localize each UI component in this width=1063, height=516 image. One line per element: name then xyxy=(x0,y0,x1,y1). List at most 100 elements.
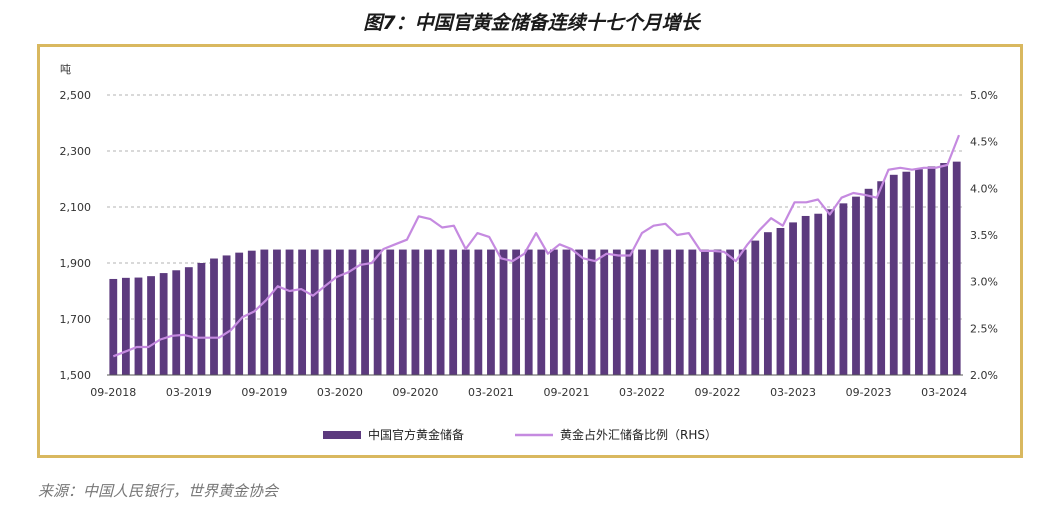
bar xyxy=(726,249,735,375)
bar xyxy=(449,249,458,375)
bar xyxy=(323,249,332,375)
bar xyxy=(235,252,244,375)
x-tick-label: 03-2021 xyxy=(468,386,514,399)
y-axis-unit-label: 吨 xyxy=(60,63,71,76)
y-right-tick-label: 4.5% xyxy=(970,136,998,149)
x-tick-label: 03-2023 xyxy=(770,386,816,399)
y-left-tick-label: 2,100 xyxy=(60,201,92,214)
bar xyxy=(197,263,206,375)
bar xyxy=(650,249,659,375)
bar xyxy=(273,249,281,375)
bar xyxy=(738,249,747,375)
bar xyxy=(260,249,269,375)
bar xyxy=(184,267,193,375)
bar xyxy=(751,240,760,375)
line-series xyxy=(112,134,961,358)
y-left-tick-label: 1,700 xyxy=(60,313,92,326)
axes: 吨 2,500 2,300 2,100 1,900 1,700 1,500 5.0% 4.5% 4… xyxy=(60,63,998,399)
bar xyxy=(461,249,470,375)
bar xyxy=(411,249,420,375)
bar xyxy=(927,166,936,375)
bar xyxy=(121,277,130,375)
x-tick-label: 09-2022 xyxy=(695,386,741,399)
bar xyxy=(474,249,483,375)
bar xyxy=(864,188,873,375)
y-right-tick-label: 3.0% xyxy=(970,276,998,289)
bar xyxy=(361,249,369,375)
bar xyxy=(424,249,432,375)
bar-series xyxy=(109,161,961,375)
x-tick-label: 09-2023 xyxy=(846,386,892,399)
y-left-tick-label: 1,900 xyxy=(60,257,92,270)
bar xyxy=(814,213,823,375)
y-right-tick-label: 5.0% xyxy=(970,89,998,102)
bar xyxy=(222,255,231,375)
bar xyxy=(159,273,168,375)
x-tick-label: 09-2018 xyxy=(90,386,136,399)
x-tick-label: 09-2021 xyxy=(543,386,589,399)
bar xyxy=(877,181,886,375)
bar xyxy=(701,249,709,375)
bar xyxy=(789,222,797,375)
bar xyxy=(688,249,697,375)
bar xyxy=(638,249,646,375)
bar xyxy=(373,249,382,375)
bar xyxy=(310,249,319,375)
bar xyxy=(335,249,344,375)
bar xyxy=(940,163,949,375)
legend-bar-label: 中国官方黄金储备 xyxy=(368,427,464,442)
bar xyxy=(348,249,357,375)
source-note: 来源：中国人民银行，世界黄金协会 xyxy=(38,482,279,500)
bar xyxy=(776,228,785,375)
bar xyxy=(134,277,143,375)
bar xyxy=(398,249,407,375)
y-right-tick-label: 3.5% xyxy=(970,229,998,242)
bar xyxy=(210,258,218,375)
y-right-tick-label: 2.0% xyxy=(970,369,998,382)
bar xyxy=(499,249,508,375)
bar xyxy=(285,249,294,375)
bar xyxy=(713,249,722,375)
bar xyxy=(537,249,546,375)
gold-share-line xyxy=(112,134,961,358)
bar xyxy=(839,203,848,375)
bar xyxy=(549,249,558,375)
bar xyxy=(952,161,961,375)
chart-title: 图7：中国官黄金储备连续十七个月增长 xyxy=(363,12,700,34)
bar xyxy=(889,174,898,375)
bar xyxy=(109,278,118,375)
x-tick-label: 03-2019 xyxy=(166,386,212,399)
bar xyxy=(512,249,521,375)
bar xyxy=(298,249,307,375)
bar xyxy=(801,215,810,375)
y-right-tick-label: 2.5% xyxy=(970,322,998,335)
bar xyxy=(625,249,634,375)
bar xyxy=(675,249,684,375)
bar xyxy=(436,249,445,375)
legend-line-label: 黄金占外汇储备比例（RHS） xyxy=(560,427,717,442)
bar xyxy=(915,169,923,375)
chart-frame xyxy=(37,44,1023,458)
bar xyxy=(562,249,571,375)
x-tick-label: 09-2020 xyxy=(392,386,438,399)
x-tick-label: 03-2024 xyxy=(921,386,967,399)
bar xyxy=(612,249,621,375)
grid-lines xyxy=(107,94,963,320)
bar xyxy=(386,249,395,375)
bar xyxy=(524,249,533,375)
legend-bar-swatch xyxy=(323,431,361,439)
x-tick-label: 03-2022 xyxy=(619,386,665,399)
y-left-tick-label: 2,300 xyxy=(60,145,92,158)
bar xyxy=(487,249,495,375)
y-right-tick-label: 4.0% xyxy=(970,182,998,195)
bar xyxy=(902,171,911,375)
x-tick-label: 09-2019 xyxy=(241,386,287,399)
legend: 中国官方黄金储备 黄金占外汇储备比例（RHS） xyxy=(323,427,717,442)
bar xyxy=(172,270,181,375)
bar xyxy=(763,232,772,375)
bar xyxy=(663,249,672,375)
bar xyxy=(587,249,596,375)
bar xyxy=(600,249,609,375)
bar xyxy=(575,249,583,375)
